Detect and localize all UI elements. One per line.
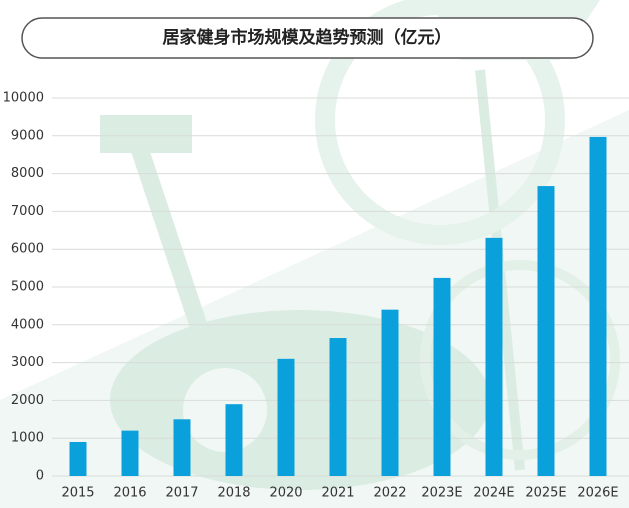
x-tick-label: 2015 xyxy=(61,486,94,501)
y-tick-label: 4000 xyxy=(11,317,44,332)
chart-title: 居家健身市场规模及趋势预测（亿元） xyxy=(163,27,452,48)
x-tick-label: 2022 xyxy=(373,486,406,501)
x-tick-label: 2025E xyxy=(525,486,566,501)
y-tick-label: 6000 xyxy=(11,242,44,257)
bar xyxy=(381,309,399,476)
bar xyxy=(433,277,451,476)
title-box xyxy=(21,17,594,59)
bar xyxy=(537,186,555,476)
bar xyxy=(277,358,295,476)
y-tick-label: 9000 xyxy=(11,128,44,143)
y-tick-label: 1000 xyxy=(11,431,44,446)
x-tick-label: 2018 xyxy=(217,486,250,501)
y-tick-label: 0 xyxy=(36,469,44,484)
y-tick-label: 7000 xyxy=(11,204,44,219)
y-tick-label: 2000 xyxy=(11,393,44,408)
bar xyxy=(173,419,191,476)
bar xyxy=(225,404,243,476)
y-tick-label: 8000 xyxy=(11,166,44,181)
y-tick-label: 5000 xyxy=(11,280,44,295)
x-tick-label: 2023E xyxy=(421,486,462,501)
bar xyxy=(69,441,87,476)
x-tick-label: 2020 xyxy=(269,486,302,501)
x-tick-label: 2017 xyxy=(165,486,198,501)
y-tick-label: 3000 xyxy=(11,355,44,370)
x-tick-label: 2024E xyxy=(473,486,514,501)
bar xyxy=(589,136,607,476)
x-tick-label: 2016 xyxy=(113,486,146,501)
bar xyxy=(121,430,139,476)
bar xyxy=(329,338,347,476)
bar xyxy=(485,237,503,476)
x-tick-label: 2026E xyxy=(577,486,618,501)
x-tick-label: 2021 xyxy=(321,486,354,501)
y-tick-label: 10000 xyxy=(3,91,44,106)
